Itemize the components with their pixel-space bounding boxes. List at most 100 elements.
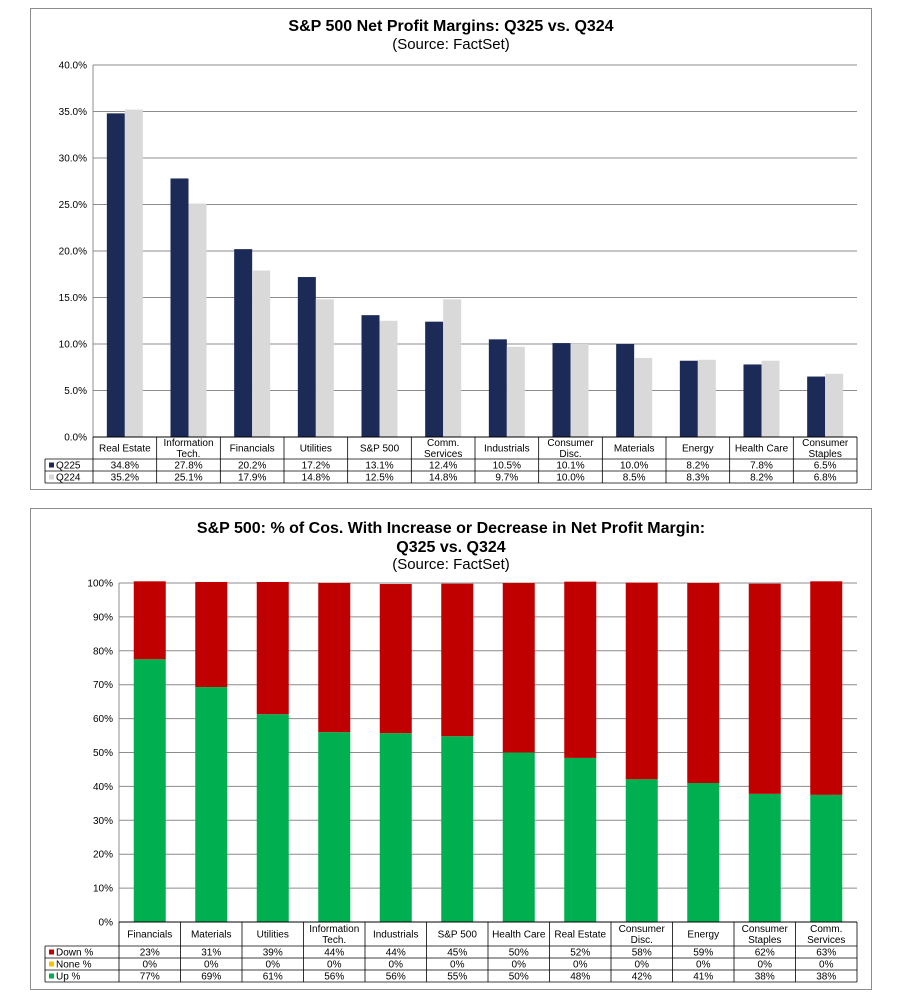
x-category-label: Information bbox=[163, 438, 213, 449]
bar-q225 bbox=[552, 343, 571, 437]
y-tick-label: 0.0% bbox=[64, 433, 87, 444]
data-table-value: 14.8% bbox=[429, 473, 457, 484]
bar-down bbox=[195, 581, 228, 688]
data-table-value: 10.1% bbox=[556, 461, 584, 472]
legend-swatch bbox=[49, 949, 54, 955]
data-table-value: 69% bbox=[201, 972, 221, 983]
bar-q224 bbox=[634, 357, 653, 437]
bar-q224 bbox=[252, 270, 271, 437]
data-table-value: 10.5% bbox=[493, 461, 521, 472]
bar-down bbox=[379, 584, 412, 734]
x-category-label: Energy bbox=[682, 444, 714, 455]
legend-swatch bbox=[49, 474, 54, 480]
bar-up bbox=[687, 783, 720, 922]
chart2-title: S&P 500: % of Cos. With Increase or Decr… bbox=[196, 520, 706, 537]
bar-q225 bbox=[106, 113, 125, 438]
y-tick-label: 35.0% bbox=[59, 107, 87, 118]
x-category-label: Disc. bbox=[631, 935, 653, 946]
bar-q225 bbox=[170, 178, 189, 437]
data-table-value: 44% bbox=[386, 948, 406, 959]
bar-up bbox=[379, 733, 412, 922]
bar-q224 bbox=[697, 359, 716, 437]
y-tick-label: 15.0% bbox=[59, 293, 87, 304]
bar-up bbox=[133, 659, 166, 922]
x-category-label: Information bbox=[309, 924, 359, 935]
chart2-plot: 0% 10% 20% 30% 40% 50% 60% 70% 80% 90% 100% Financi… bbox=[44, 579, 858, 983]
data-table-value: 20.2% bbox=[238, 461, 266, 472]
x-category-label: Staples bbox=[748, 935, 781, 946]
y-tick-label: 50% bbox=[93, 748, 113, 759]
data-table-value: 62% bbox=[755, 948, 775, 959]
x-category-label: Consumer bbox=[619, 924, 666, 935]
bar-down bbox=[441, 583, 474, 737]
bar-q225 bbox=[679, 360, 698, 437]
y-tick-label: 70% bbox=[93, 680, 113, 691]
y-tick-label: 100% bbox=[87, 579, 113, 590]
bar-q224 bbox=[570, 344, 589, 437]
data-table-value: 63% bbox=[816, 948, 836, 959]
data-table-value: 58% bbox=[632, 948, 652, 959]
bar-q225 bbox=[807, 376, 826, 437]
y-tick-label: 5.0% bbox=[64, 386, 87, 397]
x-category-label: S&P 500 bbox=[360, 444, 400, 455]
bar-down bbox=[810, 581, 843, 795]
y-tick-label: 10.0% bbox=[59, 340, 87, 351]
bar-q225 bbox=[361, 315, 380, 437]
bar-q224 bbox=[188, 203, 207, 437]
x-category-label: Tech. bbox=[177, 449, 201, 460]
y-tick-label: 40% bbox=[93, 782, 113, 793]
data-table-value: 12.4% bbox=[429, 461, 457, 472]
bar-up bbox=[625, 779, 658, 922]
bar-up bbox=[318, 732, 351, 922]
data-table-value: 35.2% bbox=[111, 473, 139, 484]
x-category-label: Comm. bbox=[810, 924, 842, 935]
bar-down bbox=[133, 581, 166, 660]
y-tick-label: 25.0% bbox=[59, 200, 87, 211]
bar-q225 bbox=[488, 339, 507, 437]
bar-up bbox=[195, 687, 228, 922]
bar-q224 bbox=[506, 346, 525, 437]
bar-q225 bbox=[234, 249, 253, 437]
bar-q224 bbox=[443, 299, 462, 437]
bar-up bbox=[810, 794, 843, 922]
bar-down bbox=[502, 583, 535, 753]
data-table-value: 0% bbox=[389, 960, 404, 971]
x-category-label: S&P 500 bbox=[438, 930, 478, 941]
y-tick-label: 30% bbox=[93, 816, 113, 827]
bar-q225 bbox=[297, 277, 316, 437]
data-table-value: 42% bbox=[632, 972, 652, 983]
y-tick-label: 20% bbox=[93, 850, 113, 861]
data-table-value: 41% bbox=[693, 972, 713, 983]
legend-swatch bbox=[49, 973, 54, 979]
y-tick-label: 60% bbox=[93, 714, 113, 725]
x-category-label: Materials bbox=[614, 444, 655, 455]
legend-label: Q224 bbox=[56, 473, 81, 484]
data-table-value: 10.0% bbox=[620, 461, 648, 472]
legend-label: Q225 bbox=[56, 461, 81, 472]
data-table-value: 17.9% bbox=[238, 473, 266, 484]
data-table-value: 38% bbox=[816, 972, 836, 983]
data-table-value: 0% bbox=[450, 960, 465, 971]
data-table-value: 56% bbox=[386, 972, 406, 983]
y-tick-label: 40.0% bbox=[59, 61, 87, 72]
bar-down bbox=[687, 583, 720, 784]
x-category-label: Health Care bbox=[492, 930, 546, 941]
data-table-value: 52% bbox=[570, 948, 590, 959]
data-table-value: 0% bbox=[696, 960, 711, 971]
data-table-value: 0% bbox=[758, 960, 773, 971]
data-table-value: 44% bbox=[324, 948, 344, 959]
data-table-value: 38% bbox=[755, 972, 775, 983]
data-table-value: 50% bbox=[509, 948, 529, 959]
bar-q224 bbox=[761, 360, 780, 437]
x-category-label: Industrials bbox=[484, 444, 530, 455]
data-table-value: 77% bbox=[140, 972, 160, 983]
data-table-value: 31% bbox=[201, 948, 221, 959]
data-table-value: 55% bbox=[447, 972, 467, 983]
bar-up bbox=[564, 757, 597, 922]
legend-swatch bbox=[49, 961, 54, 967]
x-category-label: Health Care bbox=[735, 444, 789, 455]
legend-label: Up % bbox=[56, 972, 81, 983]
data-table-value: 0% bbox=[819, 960, 834, 971]
bar-up bbox=[441, 736, 474, 922]
profit-margins-chart-panel: S&P 500 Net Profit Margins: Q325 vs. Q32… bbox=[30, 8, 872, 490]
